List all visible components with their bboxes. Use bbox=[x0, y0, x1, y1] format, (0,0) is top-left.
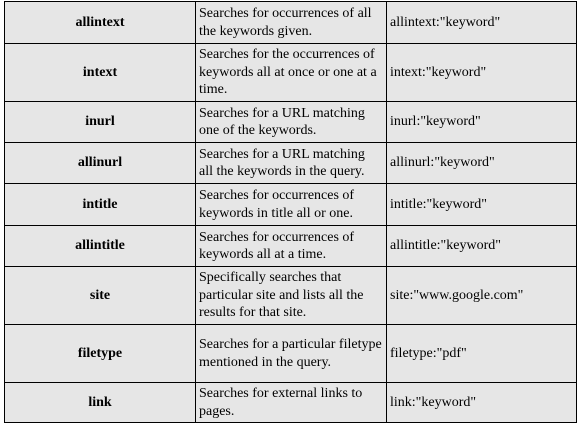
operator-cell: intitle bbox=[4, 183, 196, 226]
operators-table-container: allintext Searches for occurrences of al… bbox=[4, 1, 577, 423]
search-operators-table: allintext Searches for occurrences of al… bbox=[4, 1, 577, 423]
description-cell: Searches for the occurrences of keywords… bbox=[195, 43, 387, 102]
example-cell: allinurl:"keyword" bbox=[386, 142, 577, 184]
table-row: site Specifically searches that particul… bbox=[4, 266, 577, 325]
operator-cell: link bbox=[4, 382, 196, 423]
operator-cell: filetype bbox=[4, 324, 196, 383]
description-cell: Searches for a particular filetype menti… bbox=[195, 324, 387, 383]
description-cell: Searches for a URL matching all the keyw… bbox=[195, 142, 387, 184]
table-row: filetype Searches for a particular filet… bbox=[4, 324, 577, 383]
example-cell: site:"www.google.com" bbox=[386, 266, 577, 325]
table-row: link Searches for external links to page… bbox=[4, 382, 577, 423]
example-cell: allintext:"keyword" bbox=[386, 1, 577, 44]
table-row: allintitle Searches for occurrences of k… bbox=[4, 225, 577, 267]
example-cell: intext:"keyword" bbox=[386, 43, 577, 102]
example-cell: allintitle:"keyword" bbox=[386, 225, 577, 267]
search-operators-table-body: allintext Searches for occurrences of al… bbox=[4, 1, 577, 423]
operator-cell: allintitle bbox=[4, 225, 196, 267]
description-cell: Searches for a URL matching one of the k… bbox=[195, 101, 387, 143]
operator-cell: inurl bbox=[4, 101, 196, 143]
description-cell: Specifically searches that particular si… bbox=[195, 266, 387, 325]
description-cell: Searches for occurrences of keywords all… bbox=[195, 225, 387, 267]
operator-cell: allintext bbox=[4, 1, 196, 44]
table-row: intext Searches for the occurrences of k… bbox=[4, 43, 577, 102]
table-row: allinurl Searches for a URL matching all… bbox=[4, 142, 577, 184]
operator-cell: site bbox=[4, 266, 196, 325]
operator-cell: allinurl bbox=[4, 142, 196, 184]
operator-cell: intext bbox=[4, 43, 196, 102]
example-cell: link:"keyword" bbox=[386, 382, 577, 423]
table-row: intitle Searches for occurrences of keyw… bbox=[4, 183, 577, 226]
example-cell: intitle:"keyword" bbox=[386, 183, 577, 226]
description-cell: Searches for external links to pages. bbox=[195, 382, 387, 423]
description-cell: Searches for occurrences of all the keyw… bbox=[195, 1, 387, 44]
description-cell: Searches for occurrences of keywords in … bbox=[195, 183, 387, 226]
example-cell: filetype:"pdf" bbox=[386, 324, 577, 383]
example-cell: inurl:"keyword" bbox=[386, 101, 577, 143]
table-row: inurl Searches for a URL matching one of… bbox=[4, 101, 577, 143]
table-row: allintext Searches for occurrences of al… bbox=[4, 1, 577, 44]
